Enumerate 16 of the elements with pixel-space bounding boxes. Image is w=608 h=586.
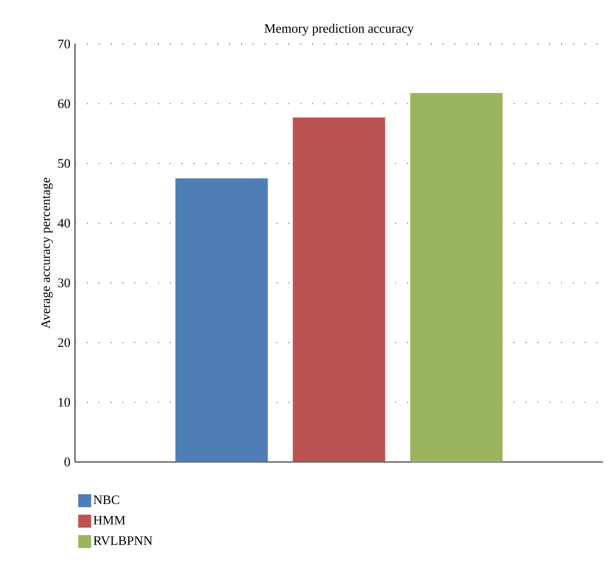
legend-label: NBC: [94, 495, 120, 504]
bar: [292, 117, 386, 462]
y-tick-label: 50: [58, 159, 70, 168]
y-tick-label: 40: [58, 218, 70, 228]
bar: [175, 178, 268, 462]
y-tick-label: 70: [58, 40, 70, 48]
legend-label: RVLBPNN: [94, 536, 152, 546]
bar: [410, 92, 503, 462]
chart-title: Memory prediction accuracy: [264, 24, 414, 36]
y-tick-label: 20: [58, 338, 70, 347]
y-tick-label: 0: [64, 458, 70, 466]
legend-label: HMM: [94, 516, 126, 524]
y-axis-title: Average accuracy percentage: [41, 178, 53, 329]
y-tick-label: 30: [58, 278, 70, 288]
y-tick-label: 10: [58, 398, 70, 407]
y-tick-label: 60: [58, 99, 70, 108]
